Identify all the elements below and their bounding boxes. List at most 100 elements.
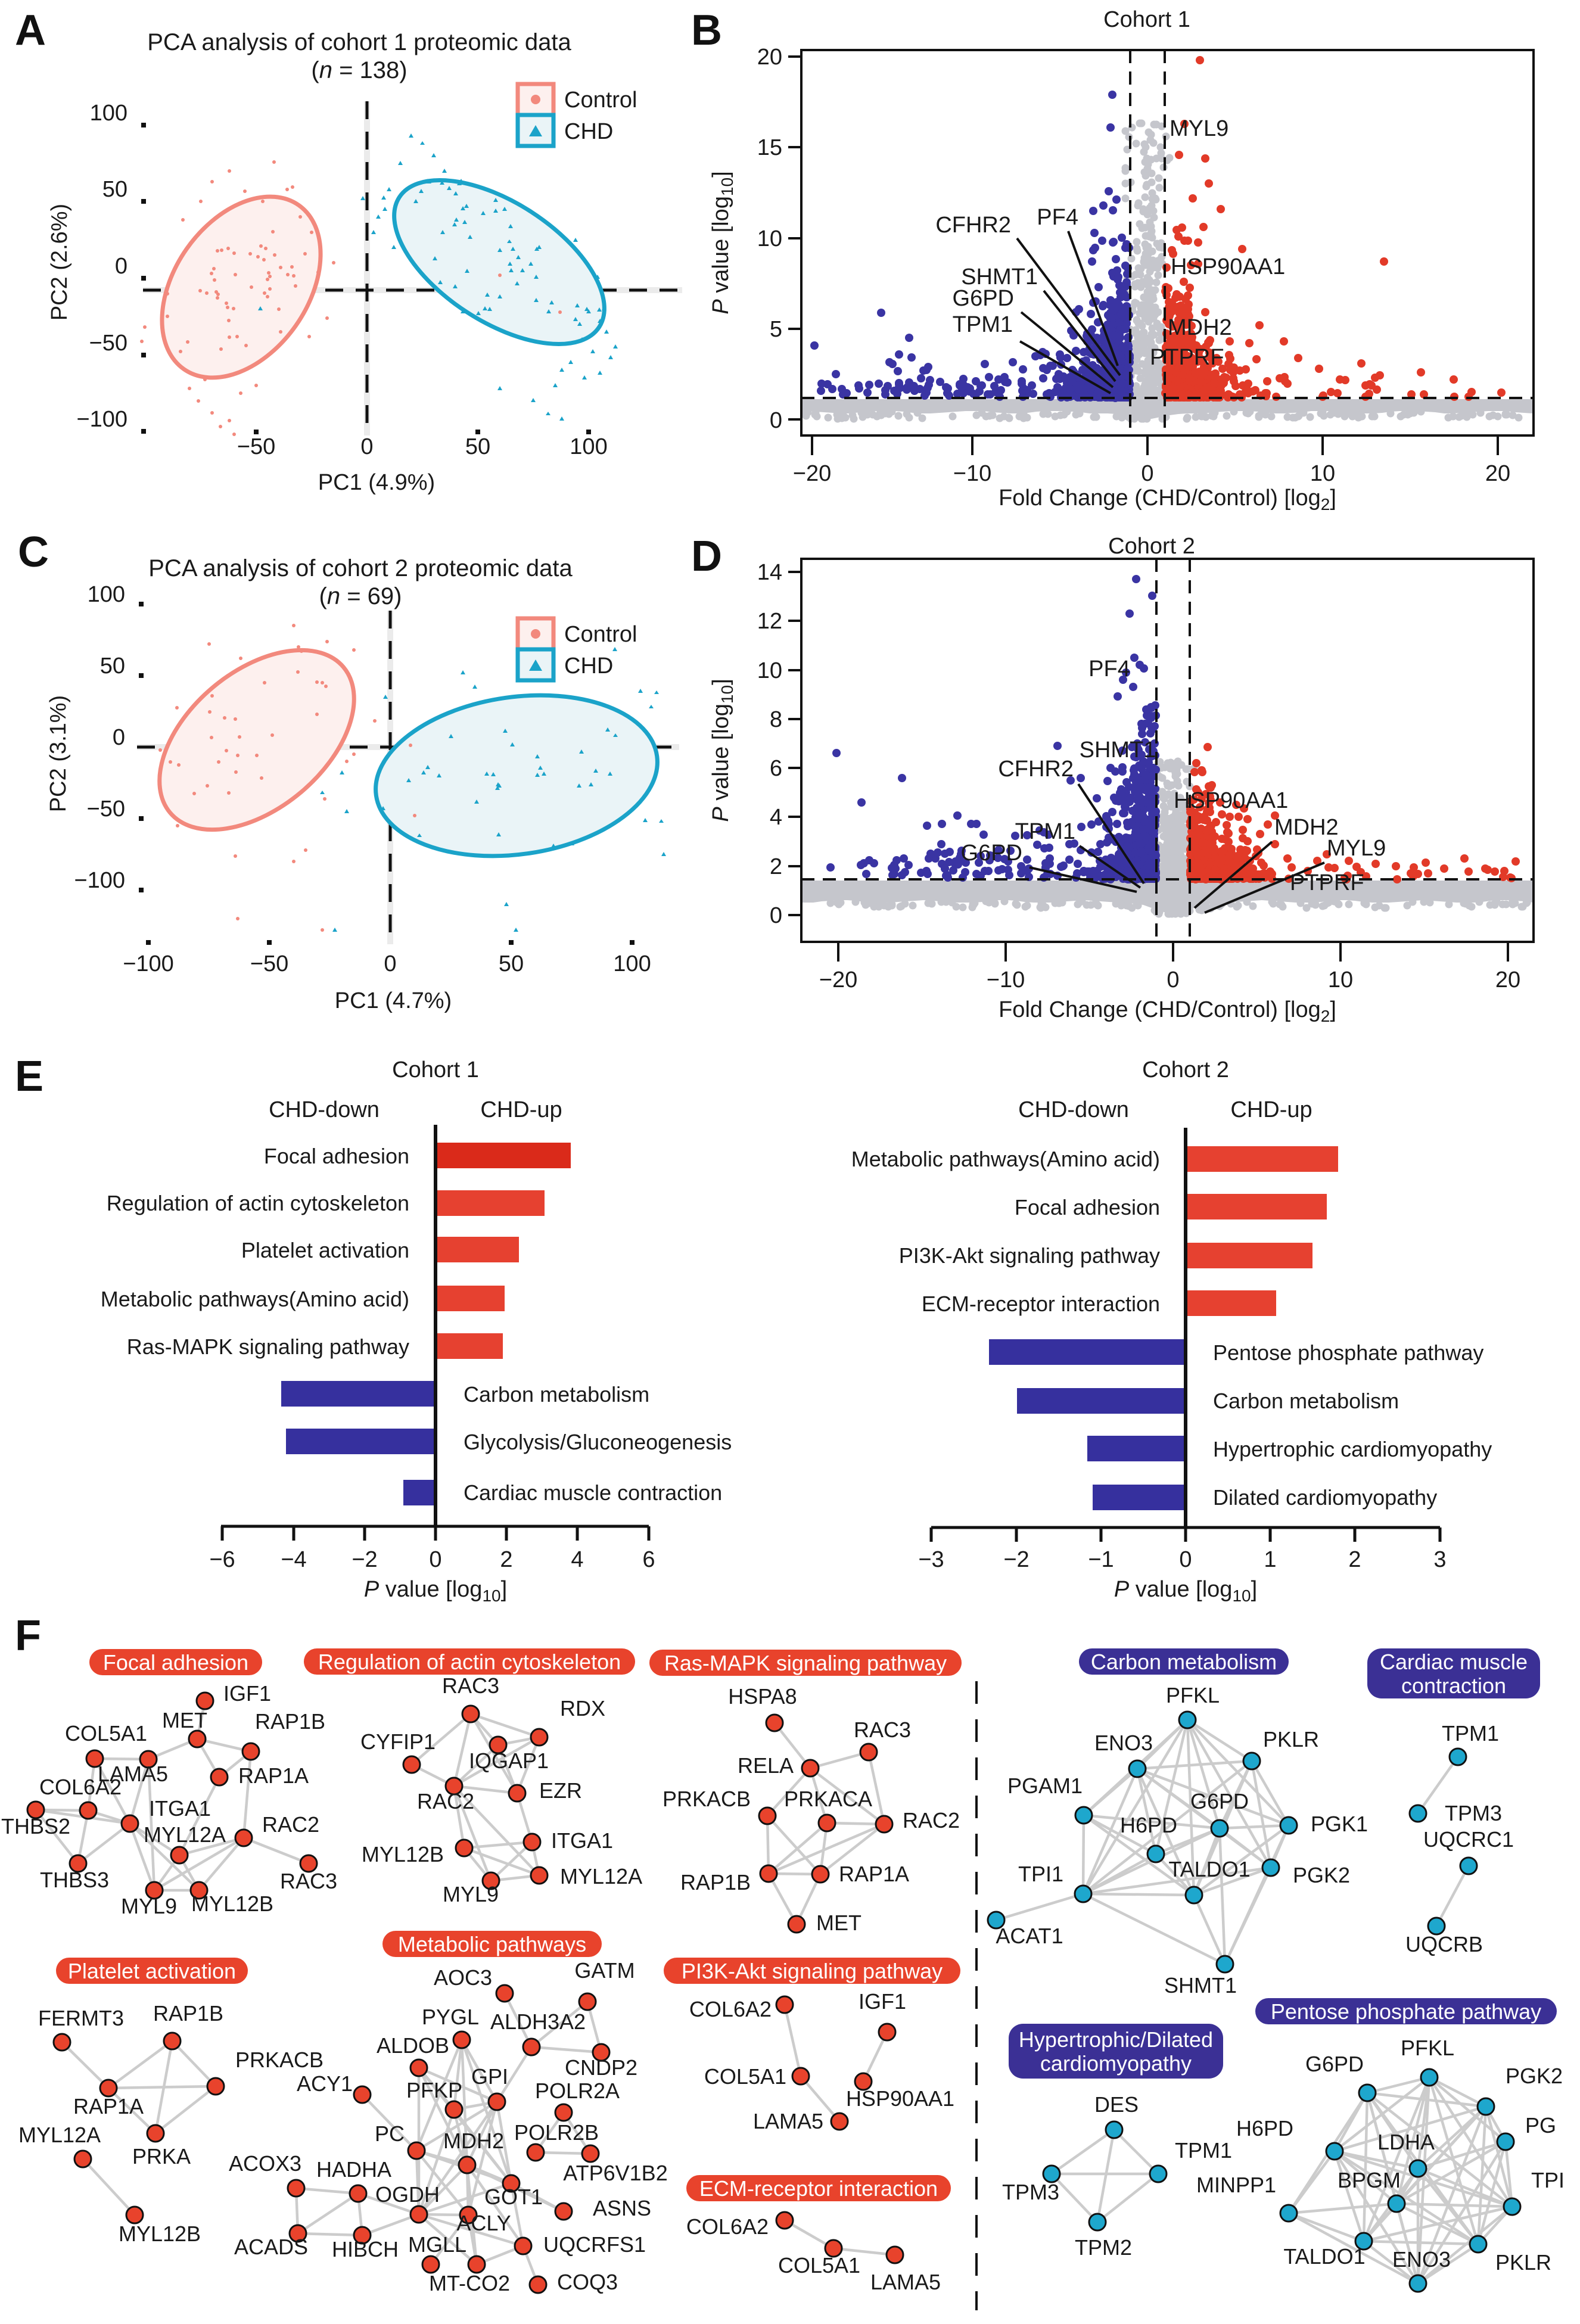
svg-text:50: 50	[499, 951, 524, 976]
svg-text:0: 0	[1167, 967, 1179, 993]
svg-text:CHD: CHD	[564, 654, 613, 679]
svg-text:IGF1: IGF1	[223, 1681, 271, 1706]
svg-text:MYL12A: MYL12A	[144, 1822, 226, 1847]
svg-text:ATP6V1B2: ATP6V1B2	[563, 2161, 667, 2185]
svg-text:IQGAP1: IQGAP1	[469, 1749, 549, 1773]
svg-text:0: 0	[1179, 1547, 1192, 1572]
svg-text:Platelet activation: Platelet activation	[241, 1238, 409, 1262]
svg-text:−20: −20	[819, 967, 857, 993]
svg-text:RAC2: RAC2	[262, 1812, 319, 1837]
svg-text:Carbon metabolism: Carbon metabolism	[464, 1382, 649, 1407]
svg-text:ACADS: ACADS	[234, 2235, 308, 2259]
svg-text:MYL12A: MYL12A	[560, 1864, 642, 1889]
svg-text:PC2 (2.6%): PC2 (2.6%)	[47, 204, 72, 321]
svg-text:LAMA5: LAMA5	[870, 2270, 941, 2294]
svg-text:SHMT1: SHMT1	[961, 265, 1038, 290]
svg-text:8: 8	[770, 707, 782, 732]
svg-text:ECM-receptor interaction: ECM-receptor interaction	[922, 1292, 1160, 1316]
svg-text:Cohort 2: Cohort 2	[1108, 534, 1195, 559]
svg-text:−2: −2	[1003, 1547, 1029, 1572]
svg-text:−50: −50	[237, 434, 275, 459]
svg-text:Ras-MAPK signaling pathway: Ras-MAPK signaling pathway	[664, 1651, 947, 1675]
svg-text:100: 100	[88, 582, 125, 607]
svg-text:(n = 69): (n = 69)	[319, 583, 402, 609]
svg-text:Fold Change (CHD/Control) [log: Fold Change (CHD/Control) [log2]	[999, 486, 1336, 514]
svg-text:Pentose phosphate pathway: Pentose phosphate pathway	[1271, 1999, 1541, 2024]
svg-text:1: 1	[1264, 1547, 1276, 1572]
svg-text:DES: DES	[1094, 2092, 1139, 2117]
svg-text:20: 20	[1495, 967, 1520, 993]
svg-text:0: 0	[1141, 461, 1153, 486]
svg-text:HSPA8: HSPA8	[728, 1684, 797, 1709]
svg-text:RAP1B: RAP1B	[680, 1870, 751, 1894]
svg-text:6: 6	[642, 1547, 655, 1572]
svg-text:−10: −10	[987, 967, 1025, 993]
svg-text:0: 0	[115, 254, 127, 279]
svg-text:12: 12	[757, 609, 782, 634]
svg-text:PKLR: PKLR	[1263, 1727, 1319, 1751]
svg-text:RELA: RELA	[738, 1753, 794, 1778]
svg-text:HSP90AA1: HSP90AA1	[1174, 788, 1288, 813]
svg-text:Platelet activation: Platelet activation	[68, 1959, 236, 1983]
svg-text:−6: −6	[209, 1547, 235, 1572]
svg-text:RAC3: RAC3	[854, 1718, 911, 1742]
svg-text:(n = 138): (n = 138)	[311, 57, 407, 83]
svg-text:PKLR: PKLR	[1495, 2250, 1551, 2275]
svg-text:−20: −20	[793, 461, 831, 486]
svg-text:MDH2: MDH2	[1168, 315, 1232, 340]
svg-text:ENO3: ENO3	[1094, 1731, 1153, 1755]
svg-text:HADHA: HADHA	[316, 2157, 391, 2182]
svg-text:D: D	[691, 533, 722, 580]
svg-text:PYGL: PYGL	[422, 2005, 479, 2029]
svg-text:E: E	[15, 1053, 43, 1100]
svg-text:SHMT1: SHMT1	[1164, 1973, 1237, 1998]
svg-text:10: 10	[757, 658, 782, 683]
svg-text:TPM1: TPM1	[953, 312, 1013, 337]
svg-text:Cardiac muscle: Cardiac muscle	[1380, 1650, 1528, 1674]
svg-text:PC2 (3.1%): PC2 (3.1%)	[46, 695, 71, 812]
svg-text:G6PD: G6PD	[961, 841, 1022, 866]
svg-text:50: 50	[100, 654, 125, 679]
svg-text:ASNS: ASNS	[593, 2196, 651, 2220]
svg-text:COL5A1: COL5A1	[704, 2064, 786, 2089]
svg-text:−100: −100	[76, 407, 127, 432]
svg-text:PFKL: PFKL	[1166, 1683, 1220, 1707]
svg-text:Cardiac muscle contraction: Cardiac muscle contraction	[464, 1480, 722, 1505]
svg-text:RAP1B: RAP1B	[255, 1709, 325, 1734]
svg-text:TPM1: TPM1	[1442, 1721, 1499, 1746]
svg-text:Cohort 2: Cohort 2	[1142, 1057, 1229, 1082]
svg-text:Control: Control	[564, 88, 637, 113]
svg-text:ACLY: ACLY	[456, 2211, 511, 2235]
svg-text:15: 15	[757, 135, 782, 160]
svg-text:F: F	[15, 1612, 41, 1660]
svg-text:PI3K-Akt signaling pathway: PI3K-Akt signaling pathway	[899, 1243, 1160, 1268]
svg-text:RAP1A: RAP1A	[73, 2094, 144, 2118]
svg-text:HSP90AA1: HSP90AA1	[846, 2086, 954, 2111]
svg-text:Dilated cardiomyopathy: Dilated cardiomyopathy	[1213, 1485, 1437, 1510]
svg-text:MYL9: MYL9	[121, 1894, 177, 1918]
svg-text:−3: −3	[918, 1547, 944, 1572]
svg-text:PRKA: PRKA	[132, 2144, 191, 2169]
svg-text:BPGM: BPGM	[1338, 2168, 1401, 2192]
svg-text:−50: −50	[87, 797, 125, 822]
svg-text:ACY1: ACY1	[297, 2071, 353, 2096]
svg-text:ENO3: ENO3	[1392, 2247, 1451, 2272]
svg-text:4: 4	[770, 805, 782, 830]
svg-text:ECM-receptor interaction: ECM-receptor interaction	[699, 2176, 938, 2201]
svg-text:Glycolysis/Gluconeogenesis: Glycolysis/Gluconeogenesis	[464, 1430, 732, 1454]
svg-text:Metabolic pathways: Metabolic pathways	[398, 1932, 586, 1956]
svg-text:0: 0	[770, 408, 782, 433]
svg-text:ACOX3: ACOX3	[229, 2151, 301, 2176]
svg-text:PGK2: PGK2	[1293, 1863, 1350, 1887]
svg-text:PTPRF: PTPRF	[1150, 345, 1224, 370]
svg-text:RAC3: RAC3	[442, 1673, 499, 1698]
svg-text:TPM3: TPM3	[1002, 2180, 1059, 2204]
svg-text:10: 10	[757, 226, 782, 251]
svg-text:ITGA1: ITGA1	[551, 1828, 613, 1853]
svg-text:UQCRFS1: UQCRFS1	[543, 2232, 646, 2257]
svg-text:COL5A1: COL5A1	[778, 2253, 860, 2278]
svg-text:EZR: EZR	[539, 1778, 582, 1803]
svg-text:PTPRF: PTPRF	[1290, 870, 1364, 895]
svg-text:PF4: PF4	[1037, 205, 1078, 230]
svg-text:COQ3: COQ3	[557, 2270, 618, 2294]
